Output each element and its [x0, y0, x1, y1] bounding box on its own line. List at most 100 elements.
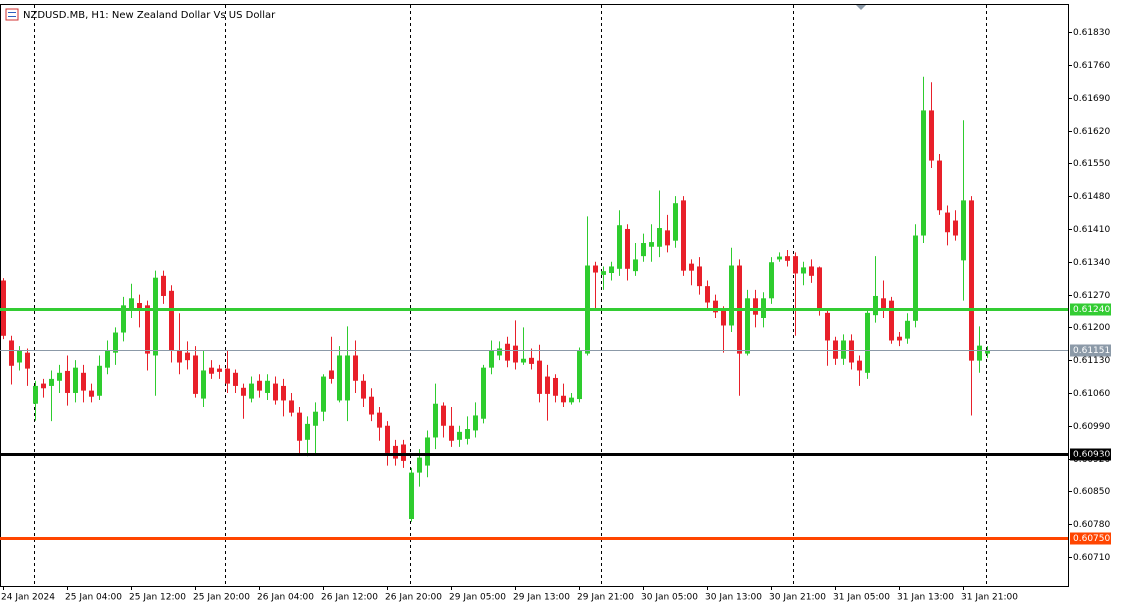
candle-body — [889, 300, 894, 341]
x-tick-label: 30 Jan 21:00 — [769, 593, 826, 603]
candle-body — [257, 380, 262, 391]
candle-body — [145, 305, 150, 354]
x-tick-label: 31 Jan 05:00 — [833, 593, 890, 603]
candle-body — [105, 350, 110, 368]
candle-body — [801, 267, 806, 274]
candle-body — [929, 110, 934, 161]
candle-body — [721, 310, 726, 326]
candle-body — [713, 300, 718, 313]
candle-body — [545, 376, 550, 394]
y-tick-label: 0.61760 — [1073, 61, 1110, 71]
candle-body — [961, 200, 966, 261]
levels: 0.61240 0.60930 0.60750 0.61151 — [0, 303, 1111, 545]
candle-body — [833, 340, 838, 359]
candle-body — [937, 160, 942, 211]
candle-body — [193, 355, 198, 394]
candle-body — [241, 387, 246, 396]
x-tick-label: 26 Jan 04:00 — [257, 593, 314, 603]
candle-body — [377, 412, 382, 428]
candle-body — [673, 203, 678, 241]
icon-frame — [5, 8, 19, 21]
candle-body — [489, 350, 494, 368]
candle-body — [785, 256, 790, 261]
candle-body — [441, 405, 446, 426]
candle-body — [305, 423, 310, 440]
candle-body — [417, 457, 422, 473]
candle-body — [945, 212, 950, 233]
candle-body — [65, 370, 70, 393]
x-tick-label: 29 Jan 21:00 — [577, 593, 634, 603]
candle-body — [345, 355, 350, 401]
candle-body — [289, 400, 294, 413]
level-label-box — [1070, 532, 1111, 545]
candle-body — [857, 360, 862, 371]
candle-body — [689, 263, 694, 271]
candle-body — [977, 345, 982, 361]
candle-body — [809, 266, 814, 276]
candle-body — [561, 395, 566, 403]
candle-body — [17, 350, 22, 363]
x-tick-label: 30 Jan 13:00 — [705, 593, 762, 603]
candle-body — [113, 332, 118, 353]
x-tick-label: 25 Jan 12:00 — [129, 593, 186, 603]
candle-body — [569, 397, 574, 403]
candle-body — [369, 396, 374, 415]
candle-body — [137, 302, 142, 309]
candle-body — [201, 370, 206, 399]
candle-body — [97, 365, 102, 396]
candle-body — [273, 383, 278, 401]
candle-body — [897, 336, 902, 341]
level-label: 0.60930 — [1073, 450, 1110, 460]
candle-body — [425, 437, 430, 466]
x-tick-label: 24 Jan 2024 — [1, 593, 55, 603]
candle-body — [529, 357, 534, 364]
y-tick-label: 0.60990 — [1073, 422, 1110, 432]
y-tick-label: 0.61130 — [1073, 356, 1110, 366]
y-tick-label: 0.60710 — [1073, 553, 1110, 563]
y-tick-label: 0.61550 — [1073, 159, 1110, 169]
y-tick-label: 0.61340 — [1073, 258, 1110, 268]
candle-body — [41, 383, 46, 389]
y-tick-label: 0.61830 — [1073, 28, 1110, 38]
candle-body — [817, 267, 822, 311]
title-icon — [5, 8, 19, 21]
candle-body — [401, 444, 406, 461]
x-tick-label: 31 Jan 21:00 — [961, 593, 1018, 603]
candle-body — [153, 277, 158, 356]
x-tick-label: 26 Jan 12:00 — [321, 593, 378, 603]
candle-body — [665, 230, 670, 246]
candle-body — [337, 355, 342, 401]
candle-body — [881, 298, 886, 311]
candle-body — [633, 259, 638, 272]
candle-body — [657, 228, 662, 247]
candle-body — [169, 290, 174, 351]
candle-body — [33, 385, 38, 404]
candle-body — [553, 377, 558, 396]
candle-body — [9, 340, 14, 366]
y-tick-label: 0.60920 — [1073, 455, 1110, 465]
candle-body — [473, 415, 478, 431]
shift-marker — [856, 5, 866, 10]
y-tick-label: 0.61690 — [1073, 94, 1110, 104]
candle-body — [209, 367, 214, 374]
candle-body — [953, 220, 958, 236]
candle-body — [513, 345, 518, 363]
candle-body — [177, 350, 182, 363]
candle-body — [865, 312, 870, 373]
candle-body — [729, 265, 734, 326]
candle-body — [185, 352, 190, 361]
candle-body — [57, 372, 62, 381]
y-tick-label: 0.61270 — [1073, 291, 1110, 301]
candle-body — [505, 343, 510, 361]
x-tick-label: 25 Jan 04:00 — [65, 593, 122, 603]
candle-body — [849, 340, 854, 363]
x-tick-label: 25 Jan 20:00 — [193, 593, 250, 603]
candle-body — [649, 242, 654, 247]
candle-body — [753, 298, 758, 315]
candle-body — [129, 298, 134, 311]
candle-body — [777, 256, 782, 260]
candle-body — [361, 380, 366, 399]
y-tick-label: 0.61480 — [1073, 192, 1110, 202]
candle-body — [769, 262, 774, 299]
